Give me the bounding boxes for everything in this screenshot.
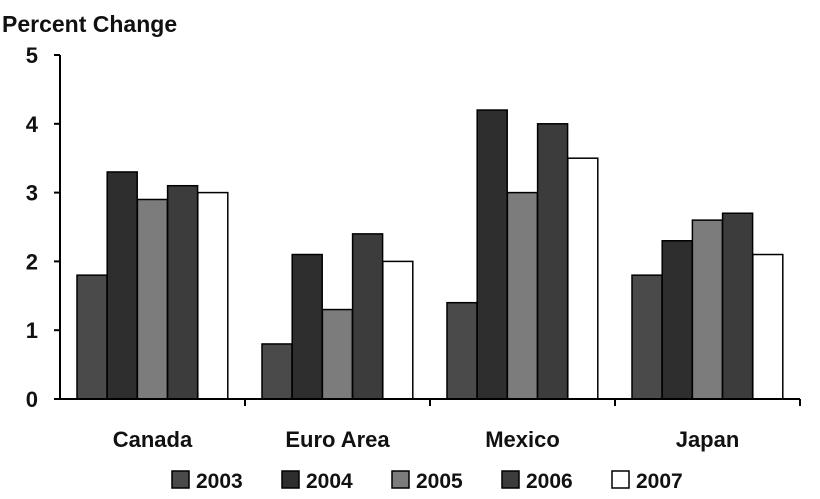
y-axis-title: Percent Change: [2, 11, 177, 37]
bar-2005-canada: [136, 198, 169, 400]
bar-2004-euro-area: [291, 253, 323, 400]
y-tick-label: 3: [26, 181, 38, 206]
y-tick-label: 1: [26, 318, 38, 343]
bar-2006-euro-area: [351, 233, 384, 400]
x-tick-label: Mexico: [485, 427, 560, 452]
y-tick-label: 0: [26, 387, 38, 412]
x-tick-label: Japan: [676, 427, 740, 452]
bar-2004-japan: [661, 240, 693, 400]
legend: 2003 2004 2005 2006 2007: [171, 470, 683, 493]
bar-2004-mexico: [476, 109, 508, 400]
bar-2004-canada: [106, 171, 138, 400]
bar-2003-canada: [76, 274, 108, 400]
bar-2007-euro-area: [382, 260, 414, 400]
legend-swatch-2003: [171, 470, 190, 489]
legend-label-2006: 2006: [526, 470, 573, 493]
legend-swatch-2004: [281, 470, 300, 489]
bar-2005-japan: [691, 219, 724, 400]
bar-2005-mexico: [506, 191, 539, 400]
x-tick-label: Euro Area: [285, 427, 390, 452]
legend-label-2005: 2005: [416, 470, 463, 493]
y-tick-label: 2: [26, 249, 38, 274]
y-axis-ticks: 0 1 2 3 4 5: [26, 43, 60, 412]
legend-label-2004: 2004: [306, 470, 353, 493]
bar-2006-mexico: [536, 123, 569, 400]
bars: [76, 109, 784, 400]
x-axis-ticks: Canada Euro Area Mexico Japan: [113, 399, 801, 452]
bar-2007-japan: [752, 253, 784, 400]
legend-swatch-2007: [611, 470, 630, 489]
legend-swatch-2005: [391, 470, 410, 489]
legend-label-2007: 2007: [636, 470, 683, 493]
bar-2003-japan: [631, 274, 663, 400]
bar-2005-euro-area: [321, 308, 354, 400]
x-tick-label: Canada: [113, 427, 193, 452]
legend-swatch-2006: [501, 470, 520, 489]
bar-2006-japan: [721, 212, 754, 400]
bar-2007-canada: [197, 191, 229, 400]
bar-2006-canada: [166, 184, 199, 400]
legend-label-2003: 2003: [196, 470, 243, 493]
bar-2003-euro-area: [261, 343, 293, 400]
y-tick-label: 4: [26, 112, 39, 137]
bar-2003-mexico: [446, 301, 478, 400]
bar-2007-mexico: [567, 157, 599, 400]
y-tick-label: 5: [26, 43, 38, 68]
